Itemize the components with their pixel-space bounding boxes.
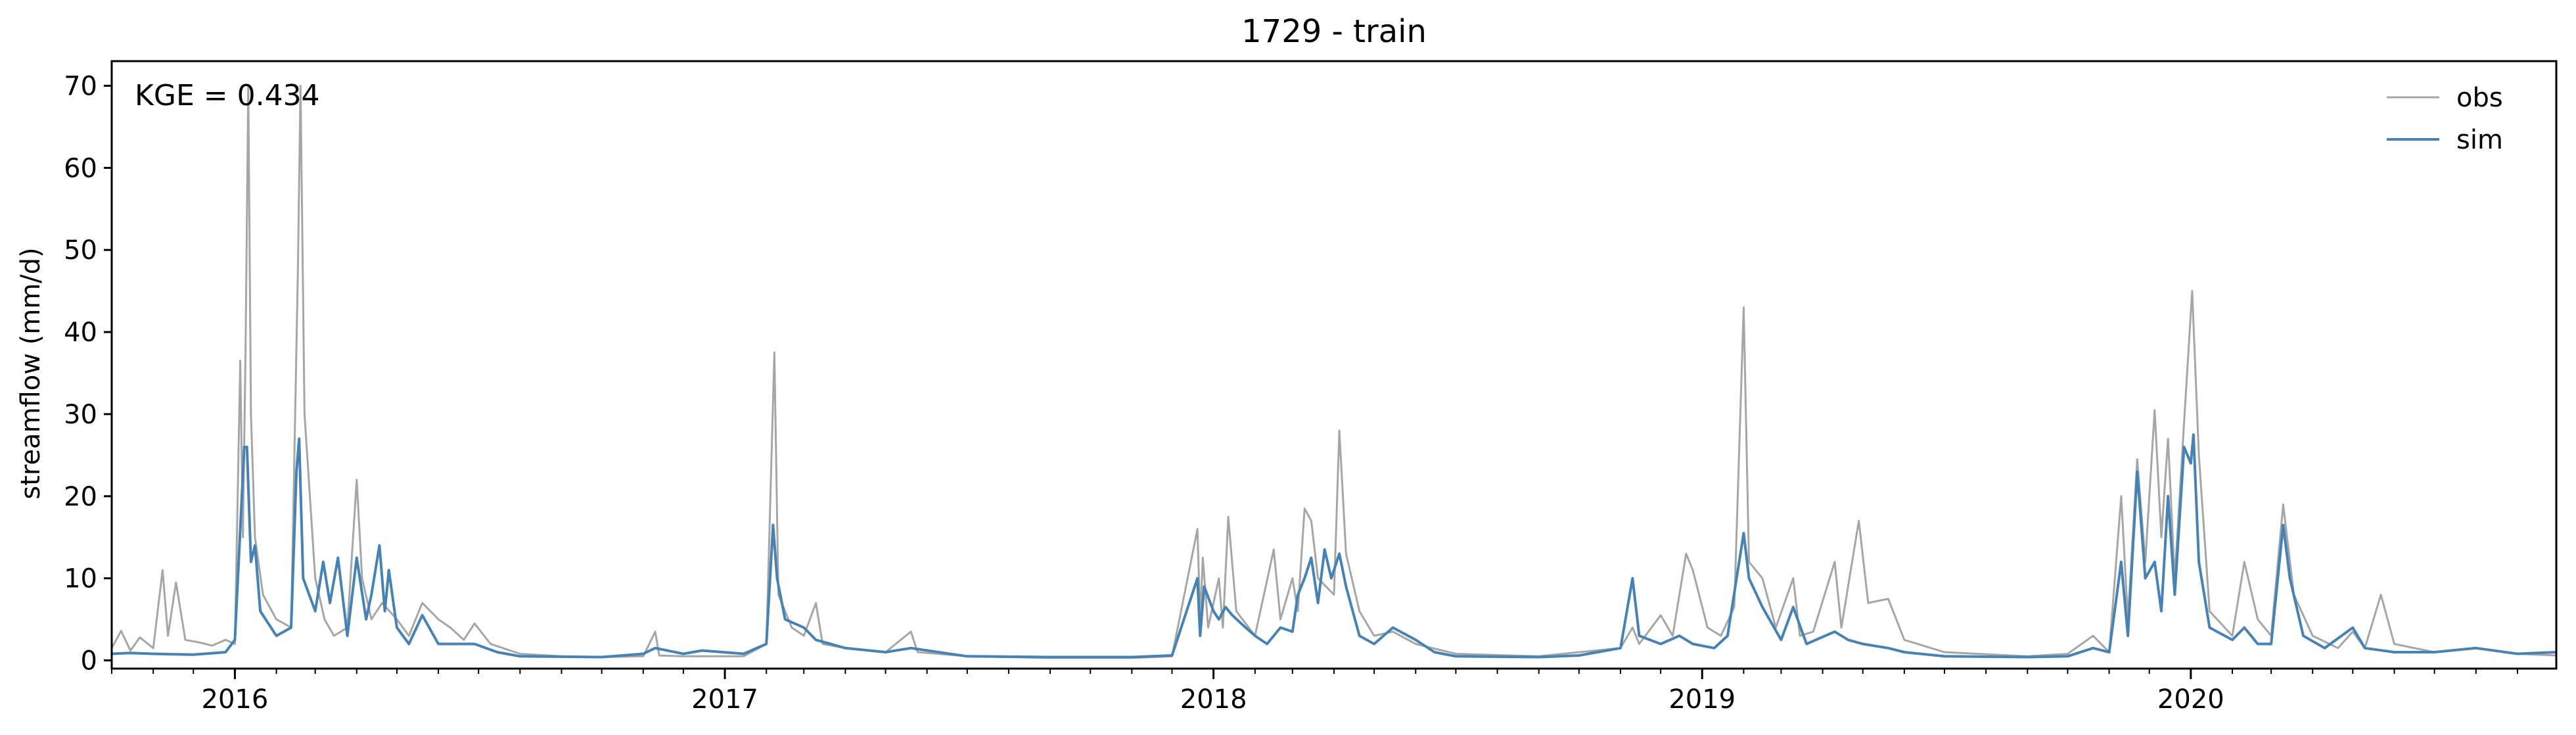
legend: obs sim — [2387, 83, 2503, 155]
y-tick-label: 10 — [64, 564, 97, 594]
y-axis-label: streamflow (mm/d) — [16, 247, 46, 499]
x-tick-label: 2018 — [1180, 684, 1247, 715]
y-tick-label: 70 — [64, 71, 97, 101]
y-tick-label: 40 — [64, 318, 97, 348]
x-axis-ticks: 2016 2017 2018 2019 2020 — [111, 669, 2518, 715]
plot-area — [110, 60, 2558, 670]
legend-label-sim: sim — [2456, 125, 2503, 155]
x-tick-label: 2019 — [1668, 684, 1736, 715]
x-tick-label: 2016 — [202, 684, 269, 715]
y-tick-label: 0 — [81, 646, 97, 676]
legend-label-obs: obs — [2456, 83, 2503, 113]
x-tick-label: 2017 — [691, 684, 758, 715]
y-tick-label: 60 — [64, 153, 97, 183]
chart-title: 1729 - train — [1241, 13, 1427, 50]
kge-annotation: KGE = 0.434 — [135, 79, 320, 112]
y-axis-ticks: 0 10 20 30 40 50 60 70 — [64, 71, 112, 676]
series-line-sim — [111, 433, 2557, 659]
x-tick-label: 2020 — [2157, 684, 2224, 715]
y-tick-label: 20 — [64, 482, 97, 512]
y-tick-label: 50 — [64, 235, 97, 266]
series-layer — [110, 85, 2557, 659]
y-tick-label: 30 — [64, 400, 97, 430]
